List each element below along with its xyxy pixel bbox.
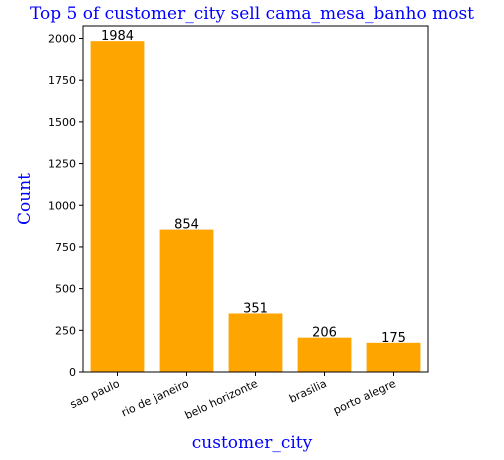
bars xyxy=(90,41,421,372)
y-tick-label: 1000 xyxy=(48,199,76,212)
bar-value-label: 206 xyxy=(312,326,337,341)
x-axis-label: customer_city xyxy=(192,433,313,453)
y-tick-label: 750 xyxy=(55,241,76,254)
data-labels: 1984 854 351 206 175 xyxy=(101,29,406,346)
x-tick-label: brasilia xyxy=(287,377,329,406)
x-tick-label: rio de janeiro xyxy=(119,377,191,420)
bar xyxy=(159,229,214,372)
x-tick-label: sao paulo xyxy=(68,377,122,411)
bar-value-label: 854 xyxy=(174,218,199,233)
y-tick-label: 1500 xyxy=(48,116,76,129)
y-axis-label: Count xyxy=(15,173,35,225)
y-axis-ticks: 0 250 500 750 1000 1250 1500 1750 2000 xyxy=(48,33,83,379)
x-tick-label: porto alegre xyxy=(331,377,398,417)
bar xyxy=(228,313,283,372)
bar-value-label: 1984 xyxy=(101,29,134,44)
bar-value-label: 175 xyxy=(381,331,406,346)
y-tick-label: 2000 xyxy=(48,33,76,46)
bar-value-label: 351 xyxy=(243,301,268,316)
bar xyxy=(297,337,352,372)
chart-title: Top 5 of customer_city sell cama_mesa_ba… xyxy=(30,4,474,24)
bar xyxy=(366,342,421,372)
y-tick-label: 1250 xyxy=(48,158,76,171)
plot-frame xyxy=(82,25,429,373)
y-tick-label: 1750 xyxy=(48,74,76,87)
y-tick-label: 500 xyxy=(55,283,76,296)
y-tick-label: 250 xyxy=(55,324,76,337)
y-tick-label: 0 xyxy=(69,366,76,379)
bar xyxy=(90,41,145,372)
x-tick-label: belo horizonte xyxy=(183,377,260,422)
